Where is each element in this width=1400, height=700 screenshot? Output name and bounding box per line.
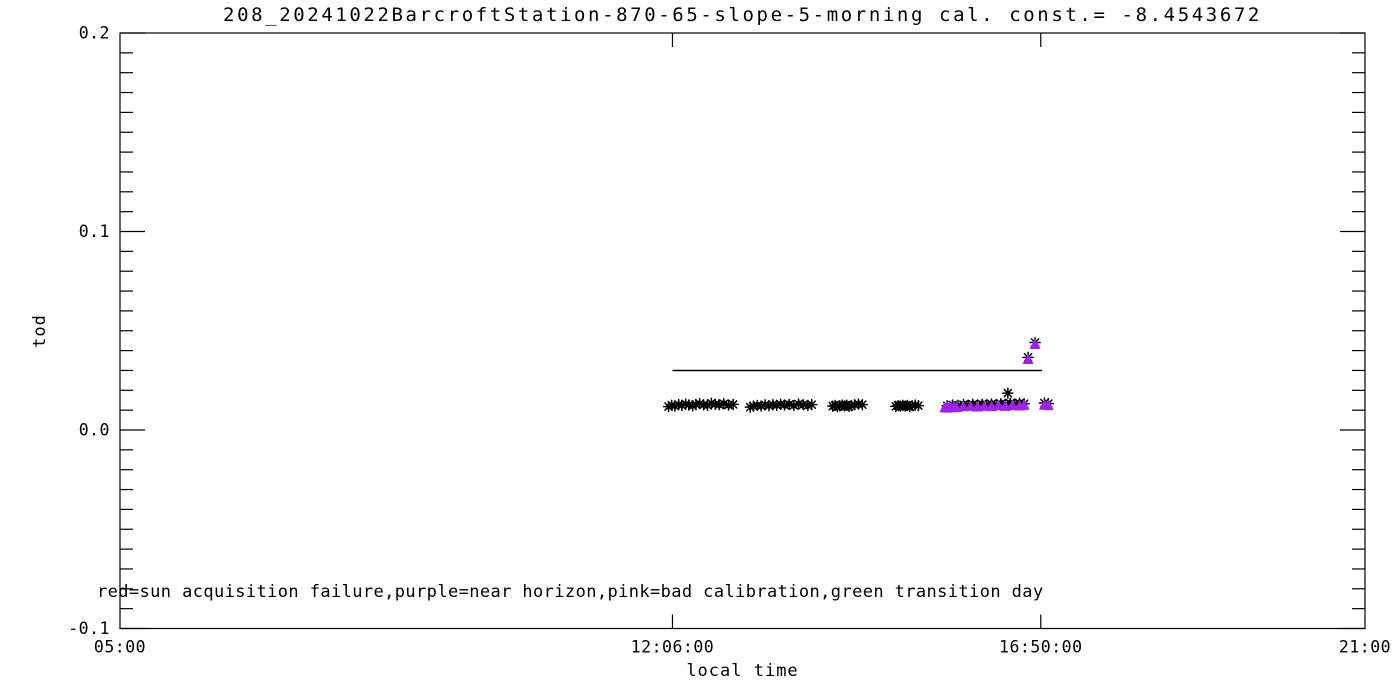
y-tick-label: 0.1 — [79, 222, 110, 241]
measurement-point — [683, 399, 695, 411]
measurement-point — [802, 399, 814, 412]
measurement-point — [662, 400, 675, 413]
measurement-point — [744, 401, 757, 413]
measurement-point — [1009, 398, 1021, 410]
measurement-point — [676, 399, 688, 412]
x-tick-label: 21:00 — [1339, 638, 1391, 657]
measurement-point — [906, 400, 918, 412]
measurement-point — [747, 400, 760, 412]
measurement-point — [686, 400, 699, 412]
near-horizon-point — [1042, 399, 1054, 411]
measurement-point — [774, 398, 787, 410]
near-horizon-point — [1029, 338, 1041, 349]
x-tick-label: 16:50:00 — [999, 638, 1082, 657]
measurement-point — [783, 398, 795, 411]
measurement-point — [713, 398, 725, 411]
measurement-point — [856, 398, 869, 411]
measurement-point — [672, 398, 685, 411]
measurement-point — [701, 399, 714, 412]
measurement-point — [665, 399, 678, 411]
y-tick-label: 0.2 — [79, 24, 110, 43]
measurement-point — [759, 399, 771, 411]
measurement-point — [693, 397, 706, 410]
flag-color-legend-caption: red=sun acquisition failure,purple=near … — [97, 582, 1044, 602]
measurement-point — [669, 400, 681, 412]
chart-title: 208_20241022BarcroftStation-870-65-slope… — [223, 4, 1262, 26]
x-tick-label: 12:06:00 — [631, 638, 714, 657]
measurement-point — [718, 398, 730, 410]
near-horizon-point — [993, 399, 1005, 411]
y-tick-label: -0.1 — [68, 619, 110, 638]
measurement-point — [845, 399, 858, 412]
measurement-point — [904, 400, 916, 413]
near-horizon-point — [1022, 353, 1034, 365]
near-horizon-point — [964, 400, 976, 411]
measurement-point — [727, 398, 739, 411]
measurement-point — [792, 398, 805, 410]
measurement-point — [912, 399, 925, 412]
measurement-point — [755, 400, 767, 412]
measurement-point — [806, 398, 818, 411]
measurement-point — [831, 400, 844, 413]
measurement-point — [848, 399, 861, 411]
measurement-point — [705, 397, 718, 409]
measurement-point — [690, 398, 702, 411]
y-tick-label: 0.0 — [79, 421, 110, 440]
measurement-point — [843, 400, 855, 413]
near-horizon-point — [1007, 399, 1019, 411]
measurement-point — [679, 398, 692, 410]
measurement-point — [770, 399, 783, 411]
near-horizon-point — [1018, 399, 1030, 410]
measurement-point — [788, 399, 800, 412]
measurement-point — [1002, 387, 1014, 399]
measurement-point — [763, 399, 775, 412]
x-tick-label: 05:00 — [94, 638, 146, 657]
near-horizon-point — [978, 400, 990, 411]
y-axis-title: tod — [30, 314, 50, 348]
x-axis-title: local time — [686, 661, 799, 681]
plot-box — [119, 32, 1366, 630]
